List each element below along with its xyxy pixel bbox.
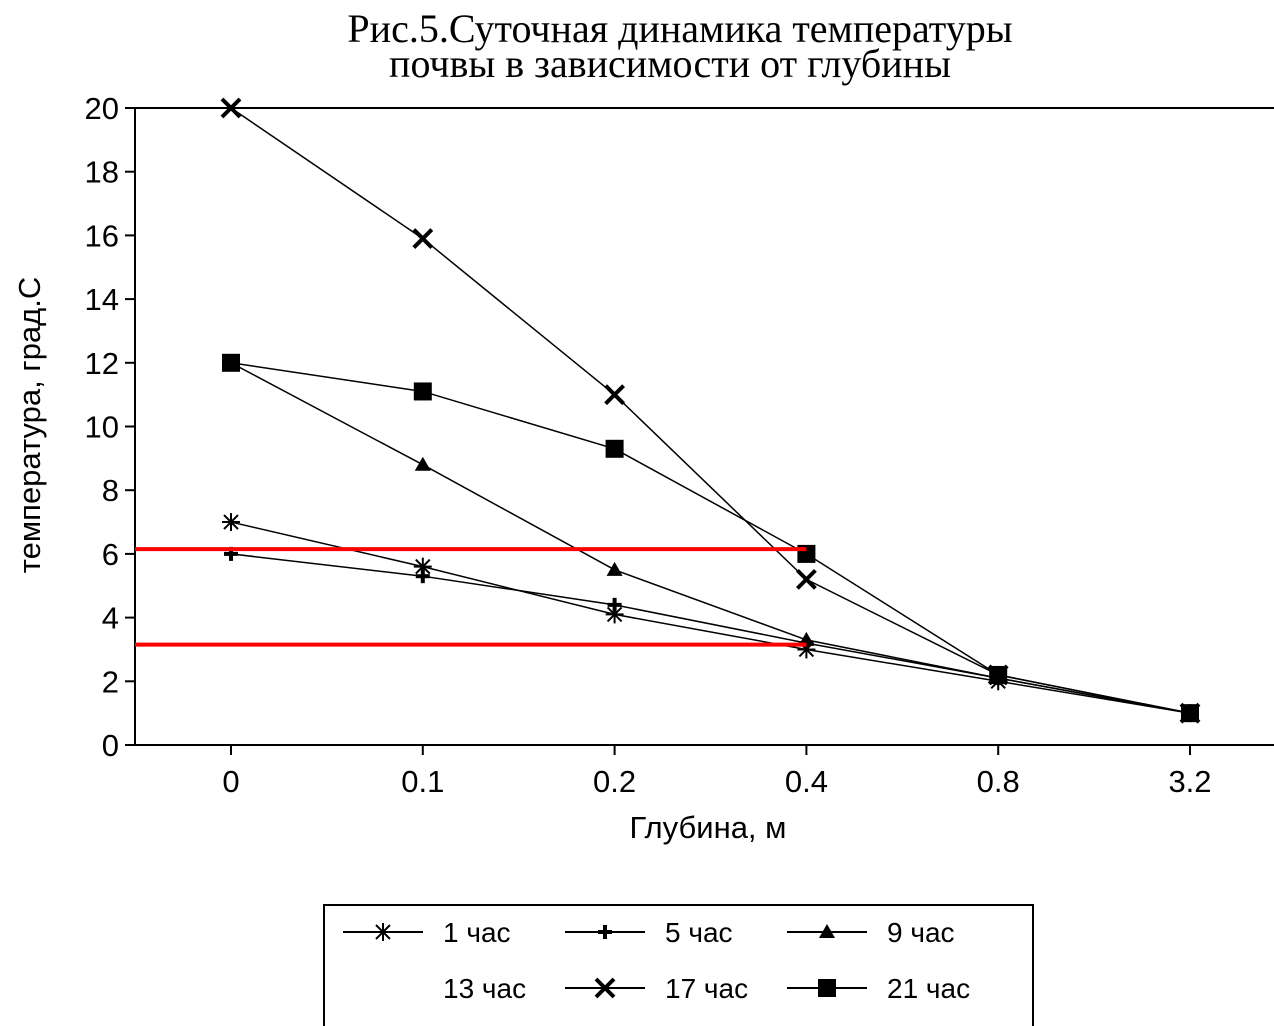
legend-label-2: 5 час bbox=[665, 917, 733, 948]
series-6-point bbox=[605, 439, 624, 458]
legend-label-3: 9 час bbox=[887, 917, 955, 948]
series-5-point bbox=[412, 228, 434, 249]
x-tick-label: 3.2 bbox=[1168, 764, 1211, 799]
series-3-point bbox=[798, 631, 815, 646]
series-3-point bbox=[606, 561, 623, 576]
series-1-point bbox=[222, 513, 240, 532]
legend-label-5: 17 час bbox=[665, 973, 748, 1004]
x-tick-label: 0.8 bbox=[977, 764, 1020, 799]
y-axis-label: температура, град.С bbox=[12, 277, 47, 574]
y-tick-label: 8 bbox=[102, 473, 119, 508]
y-tick-label: 12 bbox=[85, 346, 119, 381]
series-2-point bbox=[607, 597, 622, 612]
series-6-point bbox=[413, 382, 432, 401]
x-tick-label: 0.4 bbox=[785, 764, 828, 799]
legend-marker-5 bbox=[594, 977, 616, 999]
y-tick-label: 10 bbox=[85, 410, 119, 445]
series-6-point bbox=[989, 665, 1008, 684]
series-line-3 bbox=[230, 362, 1191, 714]
y-tick-label: 6 bbox=[102, 537, 119, 572]
legend-label-6: 21 час bbox=[887, 973, 970, 1004]
y-tick-label: 4 bbox=[102, 601, 119, 636]
x-tick-label: 0 bbox=[222, 764, 239, 799]
legend-label-1: 1 час bbox=[443, 917, 511, 948]
series-5-point bbox=[795, 568, 817, 590]
plot-area: 0 2 4 6 8 10 12 14 16 18 20 0 0.1 0.2 0.4 0.8 3.2 bbox=[85, 91, 1274, 799]
legend-marker-3 bbox=[819, 924, 835, 938]
y-tick-label: 16 bbox=[85, 218, 119, 253]
series-3-point bbox=[414, 456, 431, 471]
series-6-point bbox=[1181, 704, 1199, 723]
y-tick-label: 18 bbox=[85, 155, 119, 190]
series-2-point bbox=[415, 569, 430, 584]
legend: 1 час 5 час 9 час 13 час 17 час 21 час bbox=[343, 917, 970, 1004]
legend-marker-1 bbox=[374, 923, 392, 941]
y-tick-label: 14 bbox=[85, 282, 119, 317]
x-axis-label: Глубина, м bbox=[630, 810, 787, 845]
legend-marker-2 bbox=[598, 925, 612, 939]
y-tick-label: 20 bbox=[85, 91, 119, 126]
series-line-6 bbox=[230, 362, 1191, 714]
chart-title-line-1: Рис.5.Суточная динамика температуры bbox=[347, 6, 1012, 51]
series-6-point bbox=[222, 353, 240, 372]
series-line-1 bbox=[230, 521, 1191, 714]
legend-marker-6 bbox=[818, 979, 836, 997]
chart-title-line-2: почвы в зависимости от глубины bbox=[389, 41, 951, 86]
series-1-point bbox=[413, 557, 432, 576]
x-tick-label: 0.2 bbox=[593, 764, 636, 799]
legend-box bbox=[323, 904, 1034, 1026]
y-tick-label: 0 bbox=[102, 728, 119, 763]
y-tick-label: 2 bbox=[102, 664, 119, 699]
series-5-point bbox=[604, 384, 626, 406]
legend-label-4: 13 час bbox=[443, 973, 526, 1004]
series-line-5 bbox=[230, 107, 1191, 714]
x-tick-label: 0.1 bbox=[401, 764, 444, 799]
series-5-point bbox=[220, 97, 242, 119]
